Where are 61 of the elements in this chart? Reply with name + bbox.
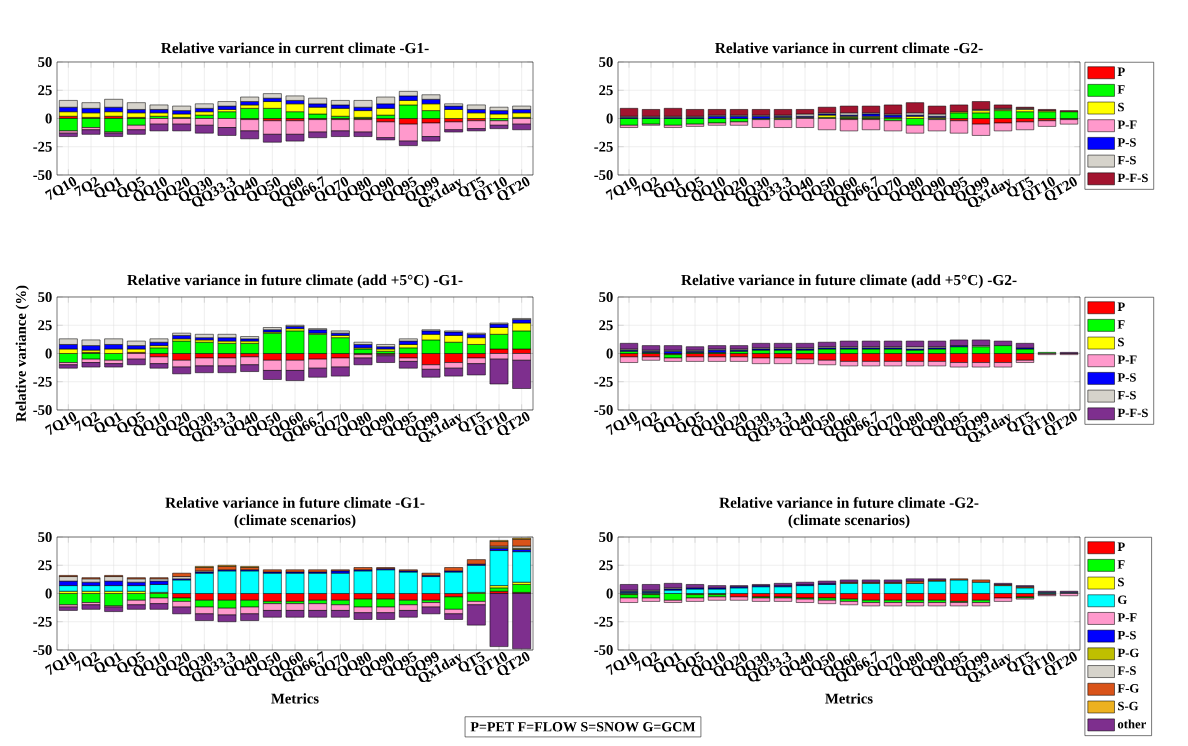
- legend-label: F-S: [1117, 390, 1136, 400]
- y-tick-label: 0: [45, 588, 52, 599]
- y-tick-label: 25: [38, 85, 52, 96]
- legend-label: S: [1118, 577, 1124, 587]
- legend-label: F-S: [1117, 155, 1136, 165]
- y-tick-label: 0: [606, 588, 613, 599]
- text: P=PET F=FLOW S=SNOW G=GCM: [470, 722, 696, 732]
- legend-label: F: [1117, 560, 1125, 569]
- chart-subtitle: (climate scenarios): [788, 514, 910, 529]
- y-tick-label: -25: [33, 141, 52, 152]
- legend-label: S-G: [1118, 701, 1139, 711]
- legend-label: P-S: [1117, 138, 1136, 147]
- chart-subtitle: (climate scenarios): [234, 514, 356, 529]
- y-tick-label: 50: [38, 292, 52, 302]
- y-tick-label: 0: [606, 113, 613, 124]
- x-axis-title: Metrics: [825, 693, 873, 704]
- chart-title: Relative variance in future climate (add +5°C) -G1-: [127, 274, 463, 289]
- y-tick-label: 50: [38, 532, 52, 542]
- legend-label: P-F-S: [1117, 173, 1148, 183]
- chart-title: Relative variance in future climate -G2-: [719, 496, 979, 508]
- legend-label: P-F: [1117, 613, 1137, 622]
- y-tick-label: 0: [606, 348, 613, 359]
- y-tick-label: -25: [33, 616, 52, 627]
- legend-label: F-G: [1117, 684, 1139, 693]
- legend-label: S: [1118, 337, 1124, 347]
- legend-label: P-S: [1117, 373, 1136, 382]
- y-tick-label: 0: [45, 113, 52, 124]
- legend-label: P-G: [1117, 648, 1139, 658]
- legend-label: F: [1117, 85, 1125, 94]
- legend-label: other: [1117, 719, 1146, 729]
- y-tick-label: 25: [599, 320, 613, 331]
- legend-label: P-S: [1117, 630, 1136, 640]
- y-tick-label: -25: [594, 376, 613, 387]
- legend-label: P: [1117, 542, 1125, 551]
- y-tick-label: 25: [38, 320, 52, 331]
- chart-title: Relative variance in future climate -G1-: [165, 496, 425, 508]
- y-tick-label: 25: [38, 560, 52, 571]
- legend-label: P: [1117, 67, 1125, 76]
- chart-title: Relative variance in current climate -G2-: [715, 42, 983, 54]
- y-tick-label: -25: [594, 616, 613, 627]
- chart-title: Relative variance in current climate -G1-: [161, 42, 429, 54]
- y-tick-label: -25: [594, 141, 613, 152]
- legend-label: S: [1118, 102, 1124, 112]
- chart-title: Relative variance in future climate (add +5°C) -G2-: [681, 274, 1017, 289]
- y-tick-label: 50: [38, 57, 52, 67]
- y-tick-label: 50: [599, 292, 613, 302]
- y-tick-label: 0: [45, 348, 52, 359]
- x-axis-title: Metrics: [271, 693, 319, 704]
- legend-label: F-S: [1117, 666, 1136, 675]
- y-tick-label: -25: [33, 376, 52, 387]
- y-tick-label: 25: [599, 85, 613, 96]
- legend-label: P-F: [1117, 355, 1137, 364]
- legend-label: P-F-S: [1117, 408, 1148, 418]
- legend-label: P-F: [1117, 120, 1137, 129]
- y-axis-title: Relative variance (%): [15, 285, 29, 422]
- y-tick-label: 25: [599, 560, 613, 571]
- legend-label: G: [1118, 595, 1127, 605]
- legend-label: P: [1117, 302, 1125, 311]
- legend-label: F: [1117, 320, 1125, 329]
- y-tick-label: 50: [599, 532, 613, 542]
- y-tick-label: 50: [599, 57, 613, 67]
